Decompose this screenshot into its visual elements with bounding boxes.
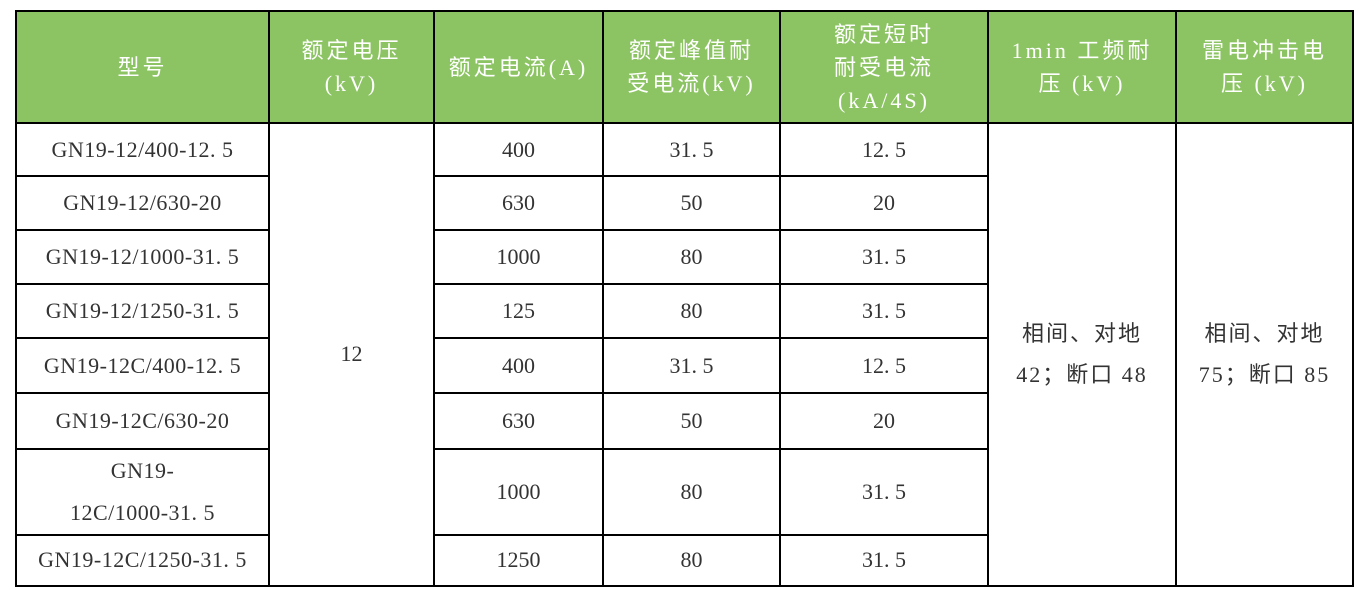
current-cell: 400 (433, 337, 604, 394)
header-rated-voltage: 额定电压 (kV) (268, 10, 435, 124)
header-peak-withstand-current: 额定峰值耐 受电流(kV) (602, 10, 781, 124)
table-row: GN19-12C/630-20 630 50 20 (15, 392, 1353, 450)
peak-current-cell: 50 (602, 175, 781, 231)
model-cell: GN19-12/1250-31. 5 (15, 283, 270, 339)
short-time-current-cell: 12. 5 (779, 337, 989, 394)
table-row: GN19-12/1250-31. 5 125 80 31. 5 (15, 283, 1353, 339)
header-short-time-withstand-current: 额定短时 耐受电流 (kA/4S) (779, 10, 989, 124)
peak-current-cell: 80 (602, 229, 781, 285)
model-cell: GN19-12C/400-12. 5 (15, 337, 270, 394)
header-row: 型号 额定电压 (kV) 额定电流(A) 额定峰值耐 受电流(kV) 额定短时 … (15, 10, 1354, 124)
header-rated-current: 额定电流(A) (433, 10, 604, 124)
short-time-current-cell: 31. 5 (779, 283, 989, 339)
peak-current-cell: 80 (602, 283, 781, 339)
current-cell: 1250 (433, 533, 604, 587)
table-row: GN19-12C/400-12. 5 400 31. 5 12. 5 (15, 337, 1353, 394)
current-cell: 1000 (433, 229, 604, 285)
current-cell: 1000 (433, 448, 604, 536)
lightning-merged-cell: 相间、对地 75；断口 85 (1175, 122, 1354, 587)
short-time-current-cell: 31. 5 (779, 533, 989, 587)
header-lightning-impulse-voltage: 雷电冲击电 压 (kV) (1175, 10, 1354, 124)
short-time-current-cell: 20 (779, 175, 989, 231)
peak-current-cell: 80 (602, 448, 781, 536)
model-cell: GN19-12/400-12. 5 (15, 122, 270, 177)
header-power-frequency-withstand-voltage: 1min 工频耐 压 (kV) (987, 10, 1177, 124)
current-cell: 630 (433, 392, 604, 450)
current-cell: 125 (433, 283, 604, 339)
short-time-current-cell: 31. 5 (779, 229, 989, 285)
peak-current-cell: 80 (602, 533, 781, 587)
table-row: GN19-12/630-20 630 50 20 (15, 175, 1353, 231)
model-cell: GN19-12C/1250-31. 5 (15, 533, 270, 587)
table-row: GN19-12/400-12. 5 12 400 31. 5 12. 5 相间、… (15, 122, 1354, 587)
table-row: GN19- 12C/1000-31. 5 1000 80 31. 5 (15, 448, 1353, 536)
model-cell: GN19-12/630-20 (15, 175, 270, 231)
peak-current-cell: 31. 5 (602, 122, 781, 177)
current-cell: 400 (433, 122, 604, 177)
table-row: GN19-12C/1250-31. 5 1250 80 31. 5 (15, 533, 1353, 587)
spec-table: 型号 额定电压 (kV) 额定电流(A) 额定峰值耐 受电流(kV) 额定短时 … (15, 10, 1354, 587)
short-time-current-cell: 12. 5 (779, 122, 989, 177)
peak-current-cell: 50 (602, 392, 781, 450)
table-row: GN19-12/1000-31. 5 1000 80 31. 5 (15, 229, 1353, 285)
model-cell: GN19-12C/630-20 (15, 392, 270, 450)
power-freq-merged-cell: 相间、对地 42；断口 48 (987, 122, 1177, 587)
peak-current-cell: 31. 5 (602, 337, 781, 394)
short-time-current-cell: 31. 5 (779, 448, 989, 536)
model-cell: GN19- 12C/1000-31. 5 (15, 448, 270, 536)
current-cell: 630 (433, 175, 604, 231)
model-cell: GN19-12/1000-31. 5 (15, 229, 270, 285)
header-model: 型号 (15, 10, 270, 124)
rated-voltage-merged-cell: 12 (268, 122, 435, 587)
short-time-current-cell: 20 (779, 392, 989, 450)
